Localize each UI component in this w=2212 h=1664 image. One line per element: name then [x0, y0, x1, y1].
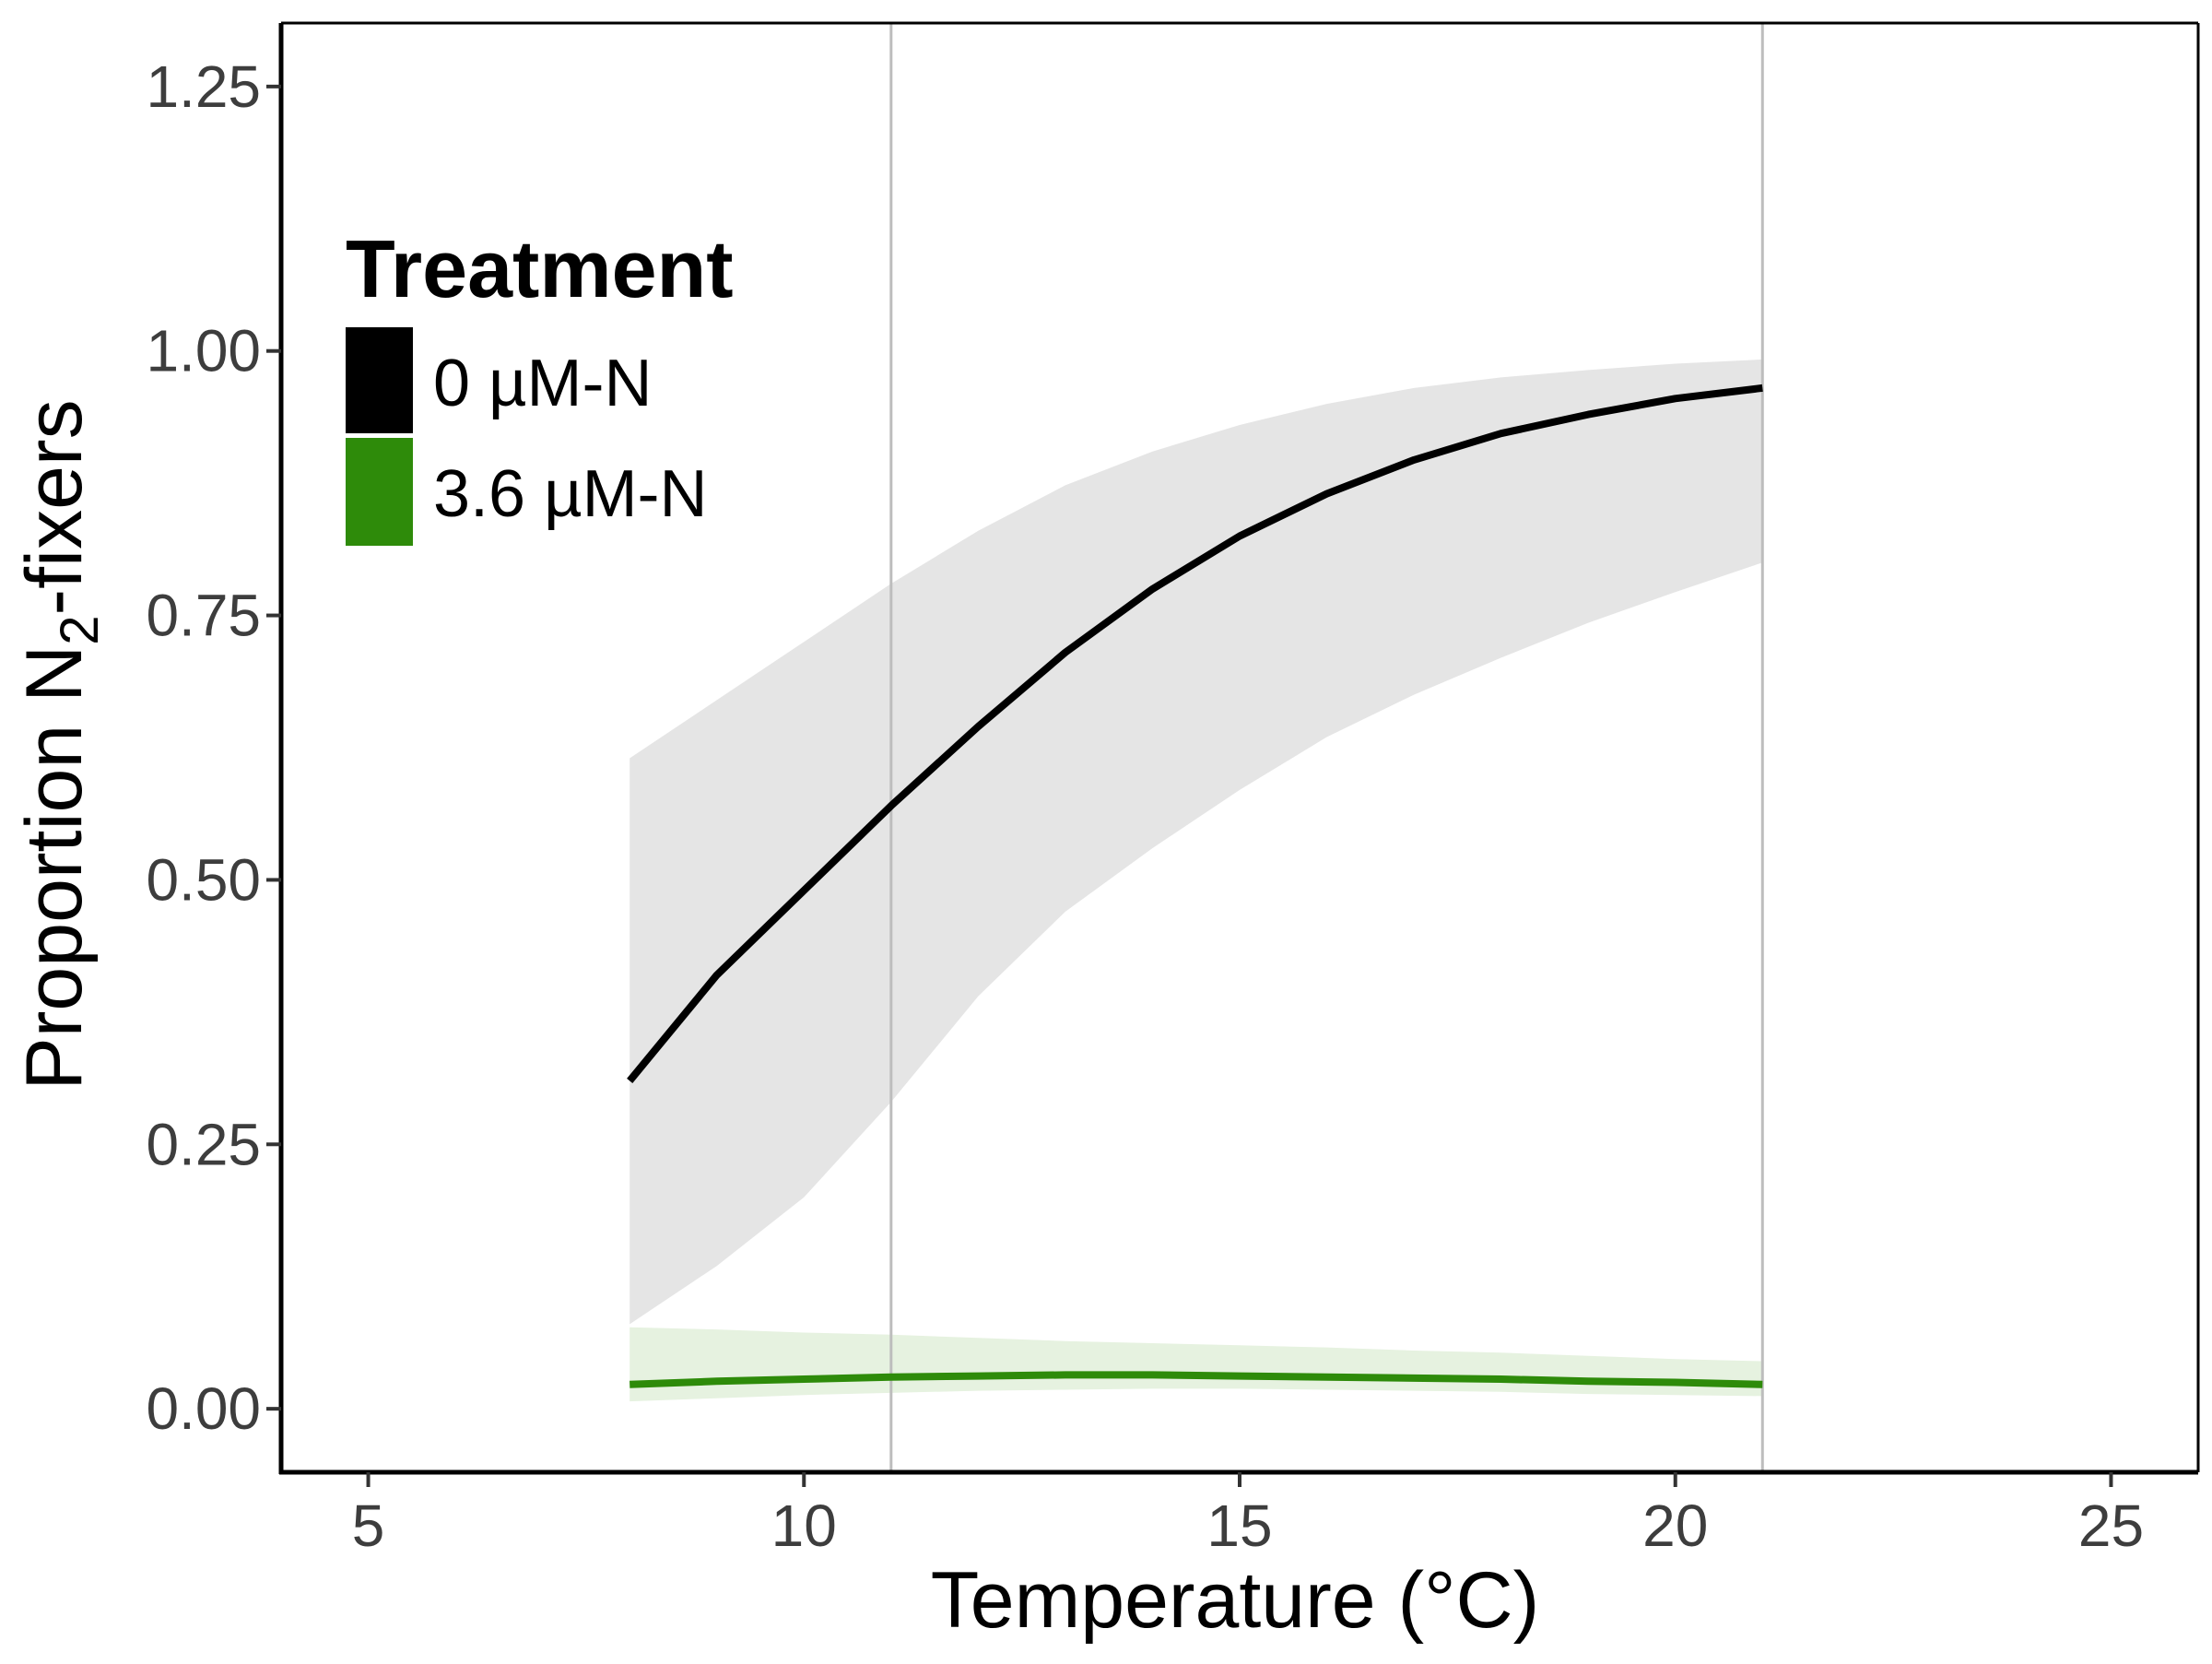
y-axis-title-main: Proportion N — [10, 645, 99, 1091]
legend-title: Treatment — [346, 223, 734, 314]
x-tick-label-5: 5 — [352, 1493, 385, 1559]
x-tick-label-25: 25 — [2078, 1493, 2144, 1559]
legend-swatch-0-um-n — [346, 327, 413, 433]
legend-label-3-6-um-n: 3.6 µM-N — [433, 457, 708, 531]
y-tick-label-1.25: 1.25 — [146, 53, 261, 120]
x-tick-label-10: 10 — [771, 1493, 837, 1559]
y-axis-title-suffix: -fixers — [10, 399, 99, 615]
x-axis-title: Temperature (°C) — [931, 1556, 1539, 1645]
y-tick-label-0.00: 0.00 — [146, 1375, 261, 1442]
y-tick-label-0.75: 0.75 — [146, 583, 261, 649]
y-tick-label-0.50: 0.50 — [146, 846, 261, 913]
x-tick-label-20: 20 — [1642, 1493, 1708, 1559]
x-tick-label-15: 15 — [1206, 1493, 1272, 1559]
legend-swatch-3-6-um-n — [346, 438, 413, 546]
y-axis-title-subscript: 2 — [50, 616, 110, 645]
legend-label-0-um-n: 0 µM-N — [433, 347, 652, 420]
y-tick-label-1.00: 1.00 — [146, 318, 261, 384]
y-axis-title: Proportion N2-fixers — [10, 399, 110, 1090]
y-tick-label-0.25: 0.25 — [146, 1111, 261, 1177]
